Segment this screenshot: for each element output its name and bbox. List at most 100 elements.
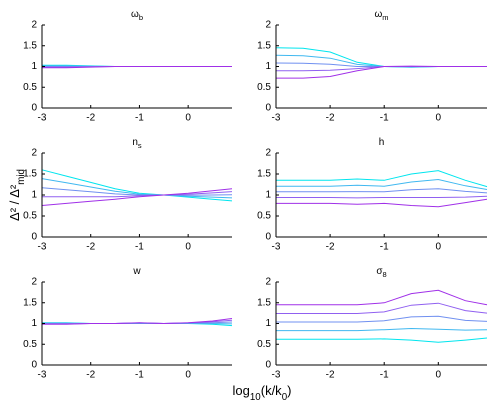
data-line (42, 191, 233, 198)
y-tick-label: 2 (265, 20, 271, 31)
panel-title-main: ω (374, 9, 382, 20)
data-line (276, 65, 487, 79)
data-line (276, 302, 488, 314)
x-tick-label: -2 (326, 242, 335, 253)
x-tick-label: -1 (380, 242, 389, 253)
y-tick-label: 0.5 (23, 339, 37, 350)
x-tick-label: -2 (86, 113, 95, 124)
panel-title-main: h (379, 137, 385, 148)
x-tick-label: -3 (38, 113, 47, 124)
panel-title: ωm (374, 9, 388, 23)
x-axis-label: log10(k/k0) (233, 383, 292, 403)
x-tick-label: 0 (185, 242, 191, 253)
y-tick-label: 0 (265, 360, 271, 371)
y-tick-label: 1.5 (23, 169, 37, 180)
x-tick-label: -1 (135, 113, 144, 124)
y-axis-label-main: Δ² / Δ² (7, 184, 22, 221)
y-tick-label: 2 (31, 148, 37, 159)
data-line (42, 66, 232, 69)
panel-title: ns (132, 137, 142, 151)
y-tick-label: 1.5 (23, 297, 37, 308)
y-tick-label: 1 (265, 61, 271, 72)
y-tick-label: 0 (31, 103, 37, 114)
data-line (276, 195, 488, 199)
panel-title: ωb (131, 9, 143, 23)
panel-title-sub: 8 (383, 270, 387, 279)
x-axis-label-main: ) (287, 383, 291, 398)
data-line (42, 318, 233, 325)
panel-title-main: σ (376, 266, 383, 277)
x-tick-label: -3 (38, 242, 47, 253)
y-tick-label: 1.5 (257, 169, 271, 180)
x-tick-label: -3 (38, 370, 47, 381)
y-tick-label: 2 (31, 277, 37, 288)
y-tick-label: 2 (265, 148, 271, 159)
x-tick-label: -3 (272, 113, 281, 124)
x-tick-label: -2 (326, 113, 335, 124)
data-line (276, 170, 488, 188)
data-line (41, 188, 233, 206)
x-tick-label: 0 (185, 370, 191, 381)
panel-title-main: n (132, 137, 138, 148)
y-axis-label-sub: mid (16, 169, 27, 185)
panel-title: σ8 (376, 266, 386, 280)
y-tick-label: 1.5 (257, 40, 271, 51)
y-tick-label: 0.5 (257, 82, 271, 93)
y-tick-label: 1 (31, 190, 37, 201)
y-tick-label: 0 (265, 103, 271, 114)
x-axis-label-sub: 0 (282, 392, 288, 403)
x-tick-label: -1 (135, 242, 144, 253)
panel-title: h (379, 137, 385, 148)
data-line (276, 327, 488, 332)
y-axis-label: Δ² / Δ²mid (7, 169, 27, 221)
panel-title-sub: b (139, 13, 143, 22)
panel-title-sub: m (382, 13, 388, 22)
x-tick-label: -1 (380, 370, 389, 381)
y-tick-label: 0.5 (23, 82, 37, 93)
x-tick-label: -1 (135, 370, 144, 381)
data-line (41, 187, 233, 196)
y-tick-label: 2 (31, 20, 37, 31)
x-tick-label: 0 (436, 113, 442, 124)
x-tick-label: -3 (272, 242, 281, 253)
y-tick-label: 1 (31, 61, 37, 72)
x-tick-label: 0 (436, 370, 442, 381)
data-line (276, 198, 488, 208)
y-tick-label: 0.5 (257, 339, 271, 350)
data-line (276, 289, 488, 306)
data-line (275, 47, 487, 68)
y-tick-label: 1.5 (23, 40, 37, 51)
panel-title-main: ω (131, 9, 139, 20)
y-tick-label: 1 (265, 318, 271, 329)
x-tick-label: -2 (86, 370, 95, 381)
y-tick-label: 0.5 (23, 211, 37, 222)
data-line (41, 178, 233, 199)
x-tick-label: -2 (86, 242, 95, 253)
data-line (276, 337, 488, 343)
x-axis-label-main: log (233, 383, 250, 398)
y-tick-label: 1 (31, 318, 37, 329)
data-line (275, 54, 487, 68)
y-tick-label: 1 (265, 190, 271, 201)
panel-title: w (132, 266, 141, 277)
panel-title-main: w (132, 266, 141, 277)
x-tick-label: -3 (272, 370, 281, 381)
x-tick-label: -1 (380, 113, 389, 124)
x-tick-label: -2 (326, 370, 335, 381)
y-tick-label: 0 (265, 232, 271, 243)
data-line (276, 315, 488, 323)
y-tick-label: 0 (31, 232, 37, 243)
x-tick-label: 0 (436, 242, 442, 253)
x-axis-label-sub: 10 (250, 392, 261, 403)
x-axis-label-main: (k/k (261, 383, 282, 398)
y-tick-label: 0.5 (257, 211, 271, 222)
panel-title-sub: s (138, 141, 142, 150)
y-tick-label: 0 (31, 360, 37, 371)
data-line (276, 188, 488, 194)
data-line (41, 169, 233, 202)
data-line (276, 178, 488, 190)
y-tick-label: 2 (265, 277, 271, 288)
y-tick-label: 1.5 (257, 297, 271, 308)
x-tick-label: 0 (185, 113, 191, 124)
